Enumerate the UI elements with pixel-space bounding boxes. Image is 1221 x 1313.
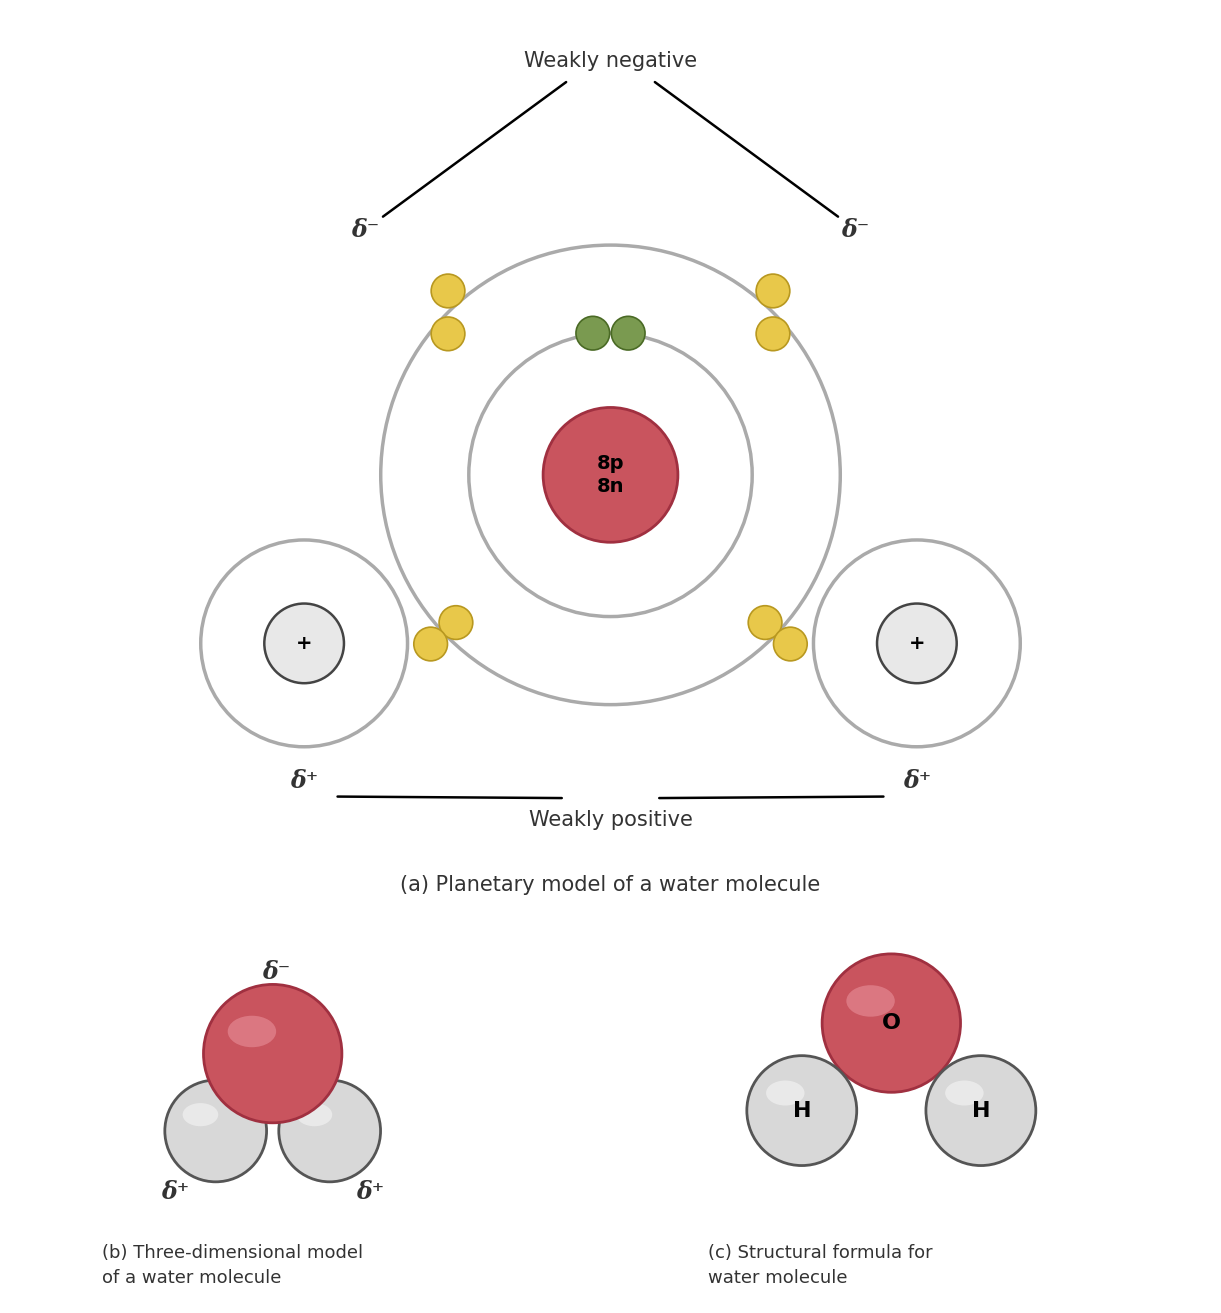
Ellipse shape [766,1081,805,1106]
Text: H: H [972,1100,990,1120]
Ellipse shape [945,1081,984,1106]
Text: δ⁺: δ⁺ [291,769,319,793]
Circle shape [756,316,790,351]
Text: (b) Three-dimensional model
of a water molecule: (b) Three-dimensional model of a water m… [101,1243,363,1287]
Circle shape [576,316,609,351]
Ellipse shape [227,1016,276,1048]
Circle shape [756,274,790,307]
Circle shape [926,1056,1035,1166]
Text: δ⁻: δ⁻ [352,218,380,242]
Circle shape [822,953,961,1092]
Circle shape [440,605,473,639]
Text: (a) Planetary model of a water molecule: (a) Planetary model of a water molecule [400,874,821,894]
Circle shape [612,316,645,351]
Circle shape [264,604,344,683]
Text: H: H [792,1100,811,1120]
Text: +: + [908,634,926,653]
Circle shape [773,628,807,660]
Ellipse shape [183,1103,219,1127]
Text: δ⁻: δ⁻ [841,218,869,242]
Text: δ⁺: δ⁺ [902,769,930,793]
Text: Weakly positive: Weakly positive [529,810,692,830]
Circle shape [204,985,342,1123]
Text: δ⁺: δ⁺ [161,1180,189,1204]
Ellipse shape [297,1103,332,1127]
Text: δ⁺: δ⁺ [357,1180,385,1204]
Circle shape [747,1056,857,1166]
Text: Weakly negative: Weakly negative [524,51,697,71]
Circle shape [431,274,465,307]
Text: +: + [295,634,313,653]
Circle shape [414,628,448,660]
Circle shape [278,1081,381,1182]
Ellipse shape [846,985,895,1016]
Circle shape [543,407,678,542]
Circle shape [877,604,957,683]
Circle shape [165,1081,266,1182]
Text: O: O [882,1014,901,1033]
Circle shape [748,605,781,639]
Text: δ⁻: δ⁻ [263,960,291,985]
Text: 8p
8n: 8p 8n [597,453,624,496]
Circle shape [431,316,465,351]
Text: (c) Structural formula for
water molecule: (c) Structural formula for water molecul… [708,1243,933,1287]
